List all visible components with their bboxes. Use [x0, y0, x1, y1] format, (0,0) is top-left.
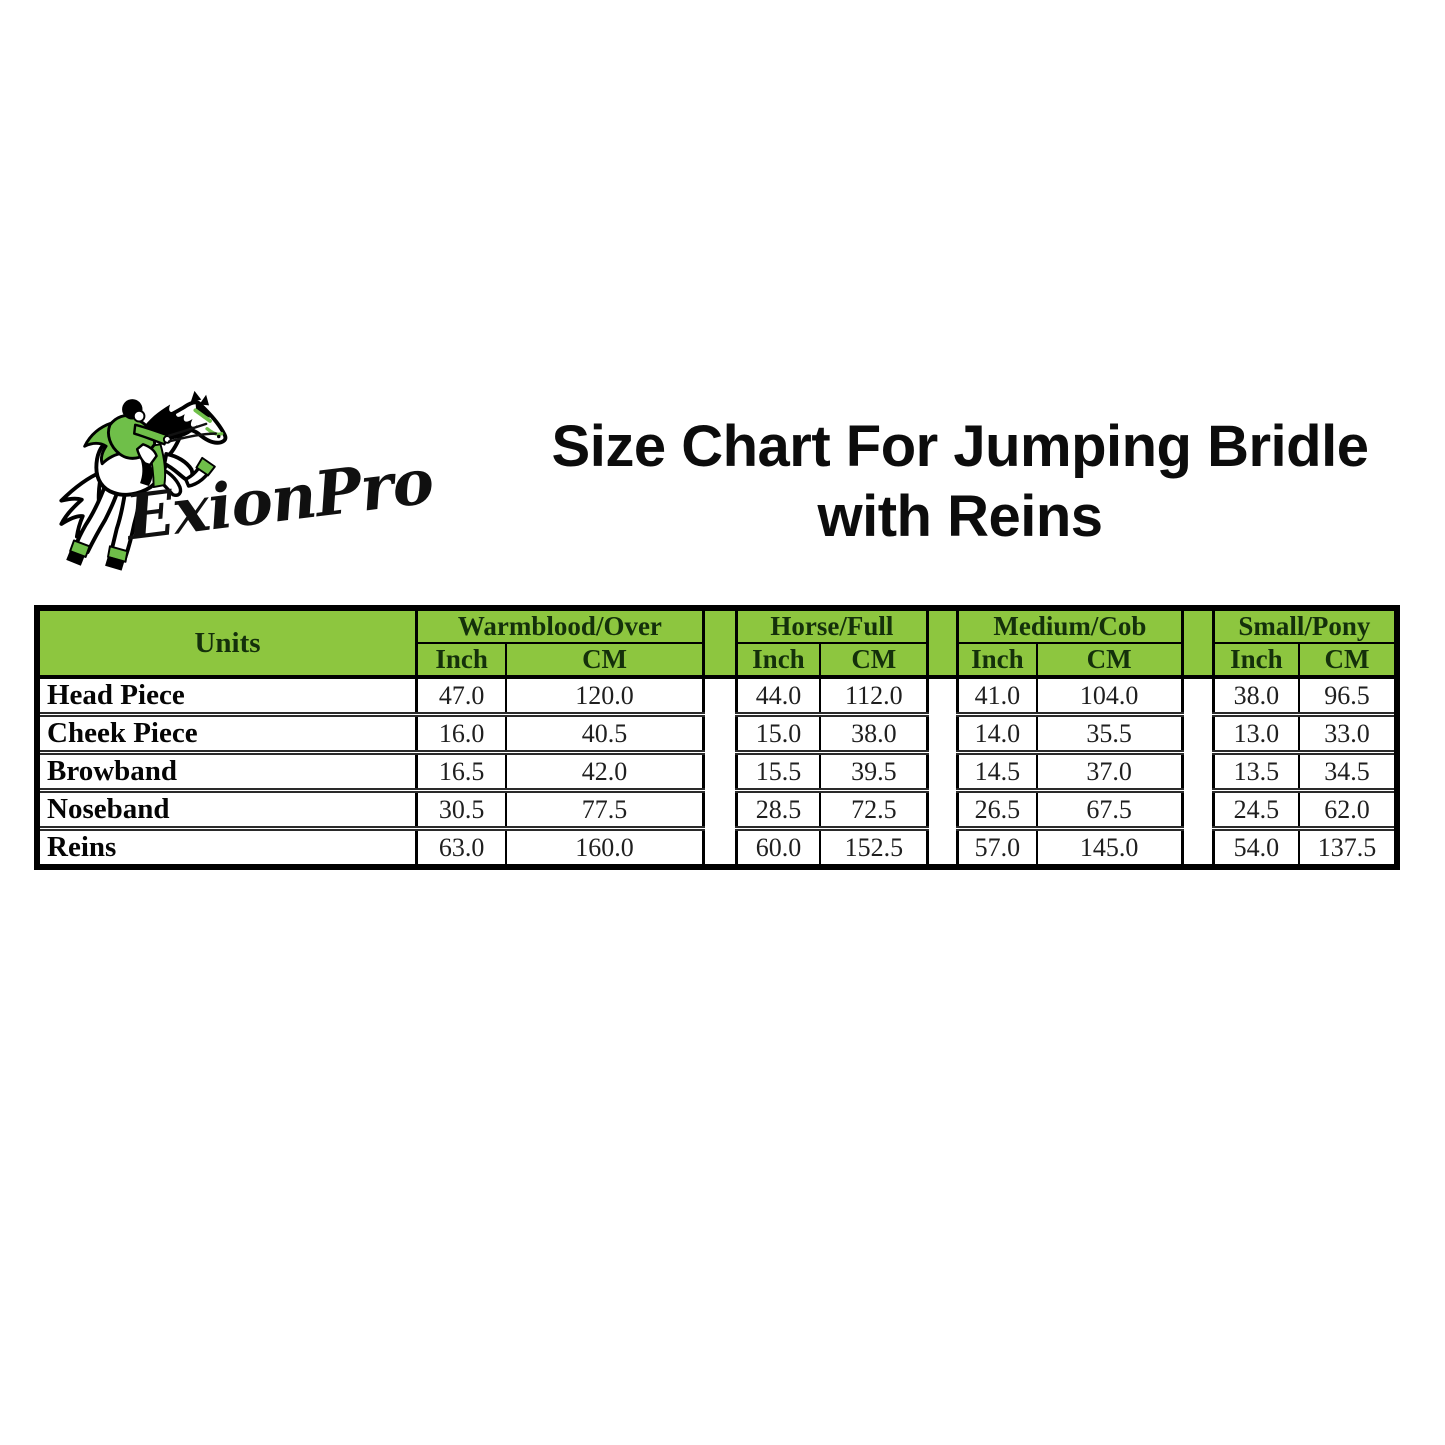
- value-cell: 39.5: [819, 750, 929, 791]
- subheader-small-cm: CM: [1298, 643, 1398, 679]
- table-row-noseband: Noseband 30.5 77.5 28.5 72.5 26.5 67.5 2…: [37, 788, 1398, 829]
- row-label: Browband: [37, 750, 418, 791]
- value-cell: 54.0: [1212, 826, 1301, 867]
- group-header-small-pony: Small/Pony: [1211, 608, 1399, 644]
- value-cell: 13.5: [1212, 750, 1301, 791]
- value-cell: 15.5: [735, 750, 822, 791]
- value-cell: 33.0: [1298, 712, 1398, 753]
- value-cell: 38.0: [1212, 677, 1301, 715]
- value-cell: 104.0: [1035, 677, 1184, 715]
- value-cell: 120.0: [505, 677, 705, 715]
- hoof-hind-far: [66, 550, 85, 566]
- row-label: Noseband: [37, 788, 418, 829]
- rider-boot: [140, 460, 153, 487]
- row-label: Head Piece: [37, 677, 418, 715]
- value-cell: 60.0: [735, 826, 822, 867]
- subheader-warmblood-cm: CM: [505, 643, 705, 679]
- title-line-1: Size Chart For Jumping Bridle: [551, 414, 1369, 479]
- horse-ear-icon: [190, 390, 202, 403]
- value-cell: 38.0: [819, 712, 929, 753]
- value-cell: 145.0: [1035, 826, 1184, 867]
- value-cell: 77.5: [505, 788, 705, 829]
- value-cell: 40.5: [505, 712, 705, 753]
- title-line-2: with Reins: [817, 484, 1103, 549]
- value-cell: 35.5: [1035, 712, 1184, 753]
- bridle-browband-accent: [193, 408, 212, 423]
- value-cell: 137.5: [1298, 826, 1398, 867]
- value-cell: 63.0: [415, 826, 508, 867]
- value-cell: 34.5: [1298, 750, 1398, 791]
- group-header-warmblood-over: Warmblood/Over: [414, 608, 705, 644]
- value-cell: 13.0: [1212, 712, 1301, 753]
- body-spacer-3: [1180, 677, 1215, 867]
- value-cell: 67.5: [1035, 788, 1184, 829]
- value-cell: 44.0: [735, 677, 822, 715]
- value-cell: 96.5: [1298, 677, 1398, 715]
- header-spacer-3: [1180, 608, 1215, 679]
- header-spacer-2: [926, 608, 960, 679]
- subheader-horse-cm: CM: [819, 643, 929, 679]
- subheader-horse-inch: Inch: [735, 643, 822, 679]
- value-cell: 57.0: [956, 826, 1038, 867]
- header-spacer-1: [701, 608, 738, 679]
- horse-nostril: [216, 434, 221, 439]
- value-cell: 14.0: [956, 712, 1038, 753]
- rider-icon: [83, 399, 172, 487]
- reins-line2: [167, 432, 218, 443]
- units-header: Units: [37, 608, 418, 679]
- table-row-head-piece: Head Piece 47.0 120.0 44.0 112.0 41.0 10…: [37, 677, 1398, 867]
- value-cell: 24.5: [1212, 788, 1301, 829]
- row-label: Cheek Piece: [37, 712, 418, 753]
- brand-logo: ExionPro: [40, 384, 448, 592]
- value-cell: 152.5: [819, 826, 929, 867]
- value-cell: 14.5: [956, 750, 1038, 791]
- value-cell: 15.0: [735, 712, 822, 753]
- value-cell: 26.5: [956, 788, 1038, 829]
- value-cell: 160.0: [505, 826, 705, 867]
- group-header-horse-full: Horse/Full: [734, 608, 930, 644]
- group-header-medium-cob: Medium/Cob: [956, 608, 1184, 644]
- subheader-medium-cm: CM: [1035, 643, 1184, 679]
- subheader-medium-inch: Inch: [956, 643, 1038, 679]
- value-cell: 72.5: [819, 788, 929, 829]
- subheader-warmblood-inch: Inch: [415, 643, 508, 679]
- value-cell: 62.0: [1298, 788, 1398, 829]
- table-row-cheek-piece: Cheek Piece 16.0 40.5 15.0 38.0 14.0 35.…: [37, 712, 1398, 753]
- hoof-accent-front: [195, 456, 216, 477]
- header-unit-row: Inch CM Inch CM Inch CM Inch CM: [37, 643, 1398, 679]
- value-cell: 28.5: [735, 788, 822, 829]
- value-cell: 37.0: [1035, 750, 1184, 791]
- horse-ear2-icon: [199, 394, 210, 406]
- subheader-small-inch: Inch: [1212, 643, 1301, 679]
- value-cell: 42.0: [505, 750, 705, 791]
- value-cell: 30.5: [415, 788, 508, 829]
- value-cell: 112.0: [819, 677, 929, 715]
- rider-face: [132, 409, 146, 423]
- header-group-row: Units Warmblood/Over Horse/Full Medium/C…: [37, 608, 1399, 679]
- reins-line: [167, 422, 208, 437]
- value-cell: 41.0: [956, 677, 1038, 715]
- value-cell: 16.5: [415, 750, 508, 791]
- table-row-reins: Reins 63.0 160.0 60.0 152.5 57.0 145.0 5…: [37, 826, 1398, 867]
- table-row-browband: Browband 16.5 42.0 15.5 39.5 14.5 37.0 1…: [37, 750, 1398, 791]
- body-spacer-2: [926, 677, 960, 867]
- jumping-horse-logo-icon: ExionPro: [59, 390, 437, 571]
- rider-arm: [133, 423, 170, 446]
- size-chart-table: Units Warmblood/Over Horse/Full Medium/C…: [34, 605, 1400, 870]
- value-cell: 47.0: [415, 677, 508, 715]
- horse-forelock: [195, 401, 210, 419]
- page-title: Size Chart For Jumping Bridle with Reins: [500, 412, 1420, 552]
- value-cell: 16.0: [415, 712, 508, 753]
- body-spacer-1: [701, 677, 738, 867]
- row-label: Reins: [37, 826, 418, 867]
- hoof-hind-near: [105, 556, 125, 571]
